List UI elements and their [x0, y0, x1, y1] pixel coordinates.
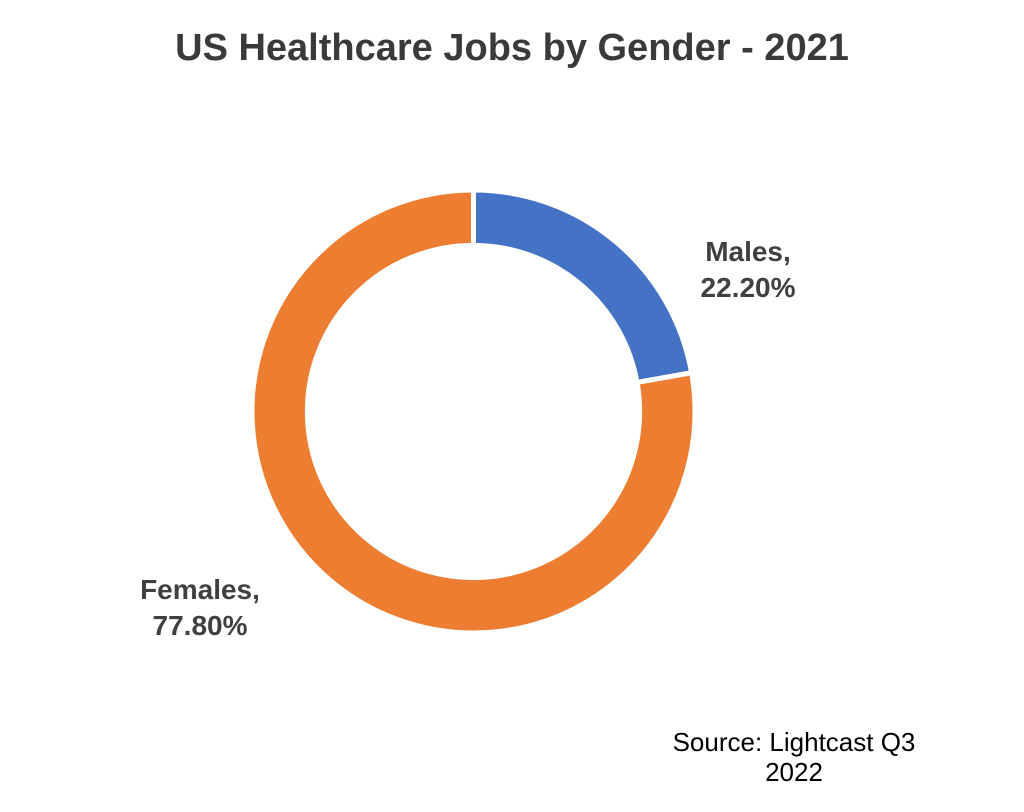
data-label-males-line2: 22.20%: [700, 272, 796, 303]
data-label-males-line1: Males,: [705, 236, 791, 267]
donut-chart: [250, 188, 697, 635]
chart-title: US Healthcare Jobs by Gender - 2021: [175, 27, 849, 69]
data-label-males: Males, 22.20%: [638, 234, 858, 306]
data-label-females: Females, 77.80%: [90, 572, 310, 644]
donut-slice-females: [250, 188, 697, 635]
source-note: Source: Lightcast Q3 2022: [672, 727, 916, 787]
data-label-females-line1: Females,: [140, 574, 260, 605]
data-label-females-line2: 77.80%: [152, 610, 248, 641]
